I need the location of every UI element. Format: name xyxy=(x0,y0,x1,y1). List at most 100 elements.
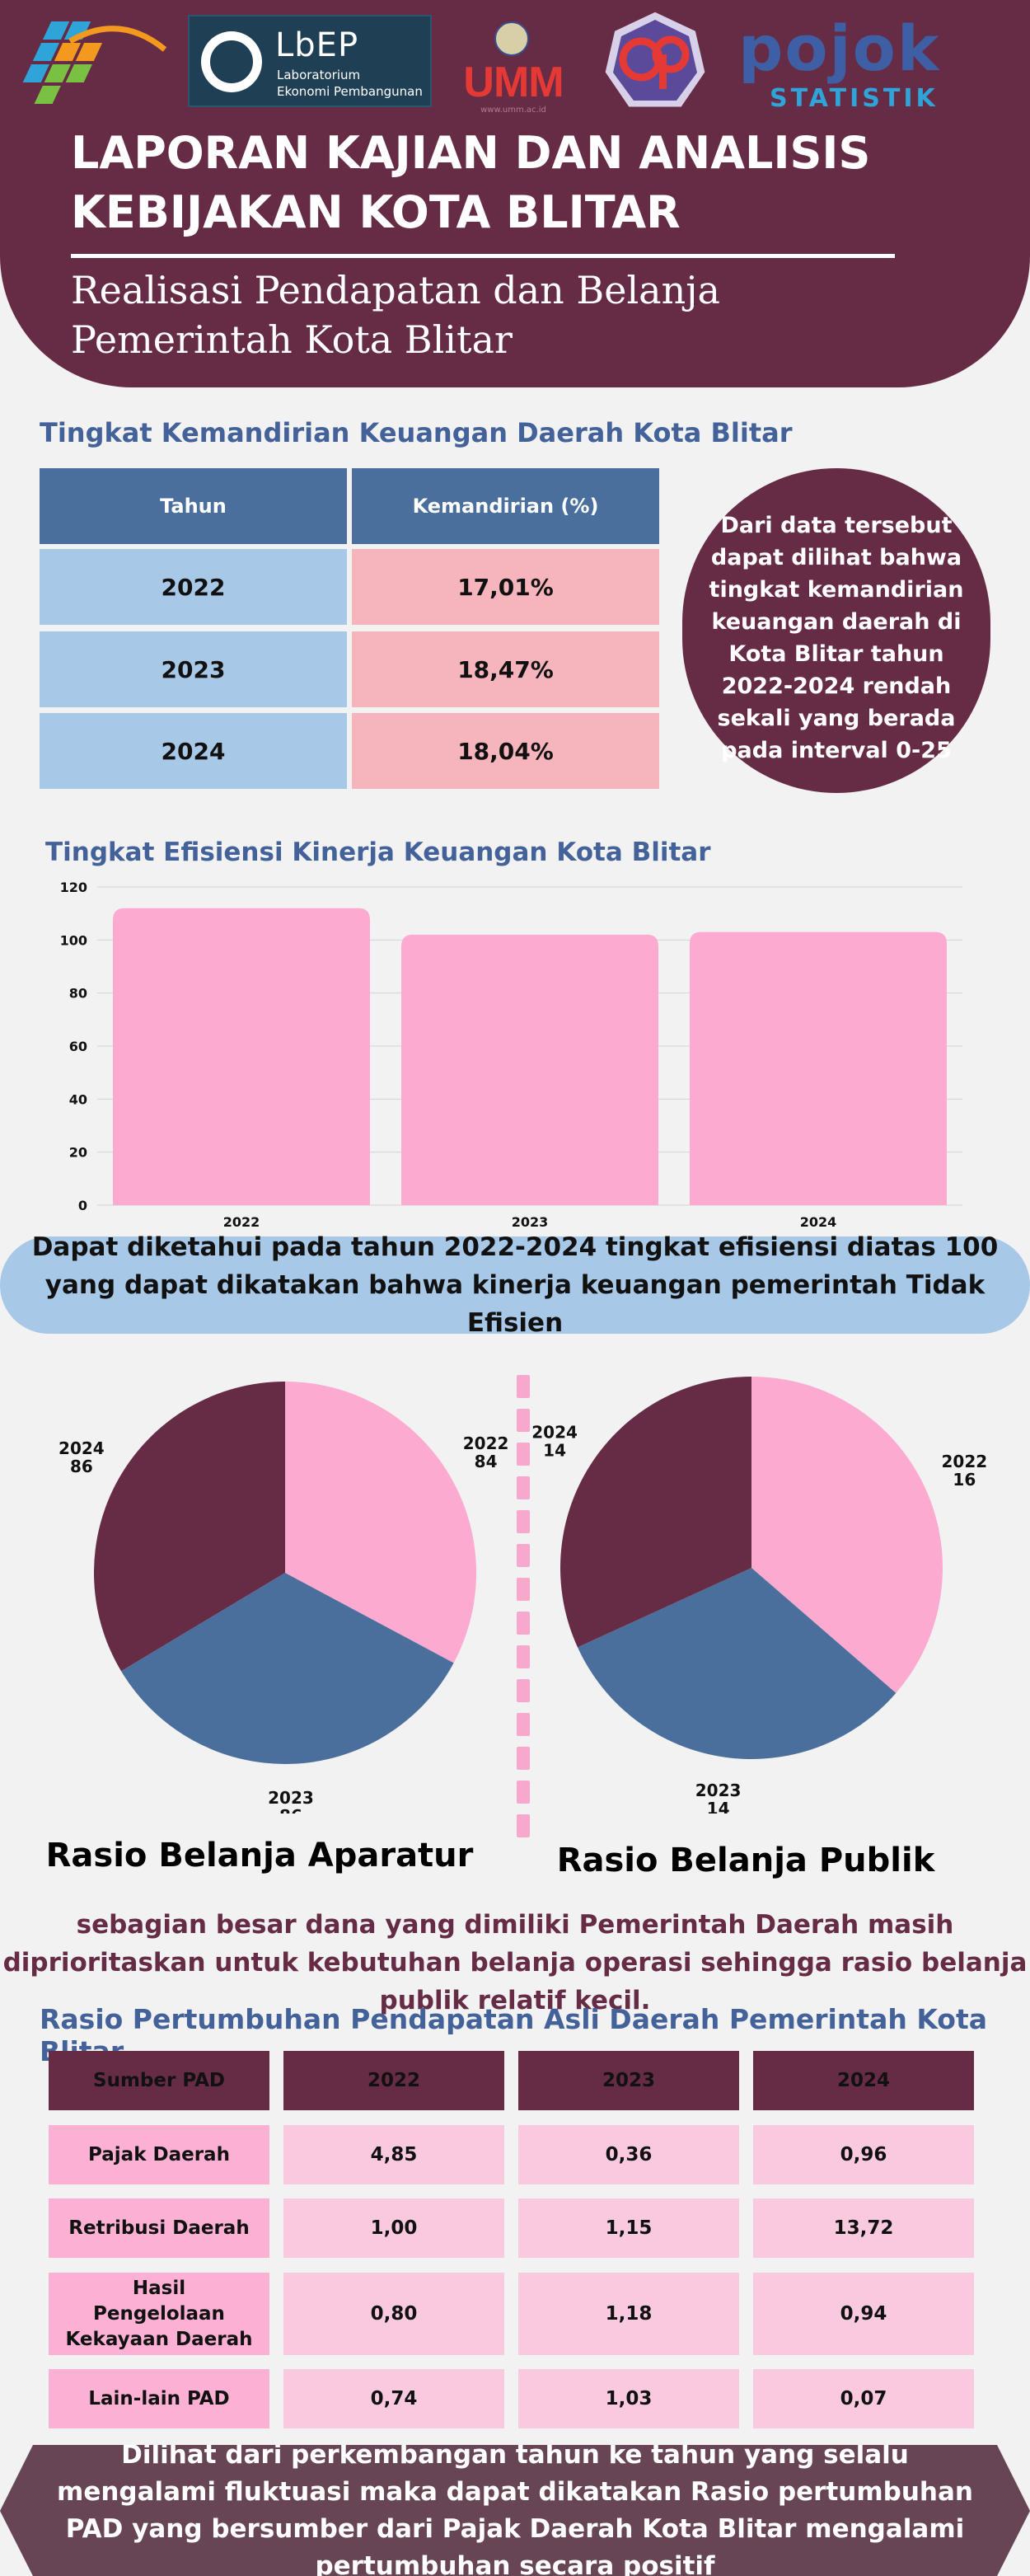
divider-dash xyxy=(517,1375,530,1398)
divider-dash xyxy=(517,1679,530,1702)
bar xyxy=(113,908,370,1205)
pad-value-cell: 0,80 xyxy=(283,2273,504,2355)
belanja-note: sebagian besar dana yang dimiliki Pemeri… xyxy=(2,1910,1028,2015)
pad-header-cell: 2024 xyxy=(753,2051,974,2110)
pad-value-cell: 0,07 xyxy=(753,2369,974,2428)
divider-dash xyxy=(517,1476,530,1499)
pad-value-cell: 1,18 xyxy=(518,2273,739,2355)
pad-source-cell: Lain-lain PAD xyxy=(49,2369,269,2428)
x-tick-label: 2024 xyxy=(800,1214,837,1230)
lab-seal-inner-icon xyxy=(208,38,255,86)
divider-dash xyxy=(517,1443,530,1466)
pad-value-cell: 0,36 xyxy=(518,2125,739,2184)
kemandirian-year-cell: 2022 xyxy=(40,549,347,625)
pie-label: 2022 xyxy=(463,1433,509,1453)
kemandirian-value-cell: 18,47% xyxy=(352,631,659,707)
title-divider xyxy=(71,254,895,258)
divider-dash xyxy=(517,1409,530,1432)
pie-label: 2024 xyxy=(59,1438,105,1458)
divider-dash xyxy=(517,1713,530,1736)
pie-value-label: 16 xyxy=(953,1470,976,1490)
bar xyxy=(401,934,658,1205)
x-tick-label: 2023 xyxy=(512,1214,549,1230)
umm-logo: UMM www.umm.ac.id xyxy=(452,16,575,115)
lab-name-line2: Ekonomi Pembangunan xyxy=(277,84,423,99)
lab-mark: LbEP xyxy=(275,26,359,64)
page-subtitle: Realisasi Pendapatan dan Belanja Pemerin… xyxy=(71,265,977,364)
divider-dash xyxy=(517,1612,530,1635)
pie-slice xyxy=(577,1568,897,1759)
pie-value-label: 84 xyxy=(475,1452,498,1471)
umm-seal-icon xyxy=(494,21,529,56)
y-tick-label: 120 xyxy=(60,880,87,895)
kemandirian-header-kemandirian: Kemandirian (%) xyxy=(352,468,659,544)
umm-url: www.umm.ac.id xyxy=(480,106,546,115)
pie-slice xyxy=(560,1377,751,1648)
y-tick-label: 80 xyxy=(69,986,87,1002)
pad-value-cell: 0,94 xyxy=(753,2273,974,2355)
pad-value-cell: 4,85 xyxy=(283,2125,504,2184)
y-tick-label: 0 xyxy=(78,1198,87,1213)
pie-caption-publik: Rasio Belanja Publik xyxy=(556,1842,935,1879)
pad-value-cell: 1,03 xyxy=(518,2369,739,2428)
kemandirian-header-tahun: Tahun xyxy=(40,468,347,544)
pie-slice xyxy=(94,1382,285,1672)
pie-slice xyxy=(285,1382,476,1663)
efisiensi-chart-title: Tingkat Efisiensi Kinerja Keuangan Kota … xyxy=(45,838,711,867)
footer-note: Dilihat dari perkembangan tahun ke tahun… xyxy=(0,2445,1030,2576)
lab-logo: LbEP Laboratorium Ekonomi Pembangunan xyxy=(188,15,432,107)
pad-header-cell: 2022 xyxy=(283,2051,504,2110)
page-title: LAPORAN KAJIAN DAN ANALISIS KEBIJAKAN KO… xyxy=(71,124,994,242)
pad-value-cell: 13,72 xyxy=(753,2198,974,2258)
page-subtitle-line2: Pemerintah Kota Blitar xyxy=(71,317,513,362)
pad-source-cell: Pajak Daerah xyxy=(49,2125,269,2184)
pie-label: 2023 xyxy=(695,1781,742,1800)
pie-label: 2023 xyxy=(268,1788,314,1808)
pie-slice xyxy=(751,1377,943,1693)
pad-source-cell: Retribusi Daerah xyxy=(49,2198,269,2258)
page-title-line2: KEBIJAKAN KOTA BLITAR xyxy=(71,186,681,238)
page-subtitle-line1: Realisasi Pendapatan dan Belanja xyxy=(71,268,720,312)
pie-chart-aparatur: 202284202386202486 xyxy=(59,1382,509,1814)
pad-source-cell: Hasil Pengelolaan Kekayaan Daerah xyxy=(49,2273,269,2355)
pad-value-cell: 0,96 xyxy=(753,2125,974,2184)
divider-dash xyxy=(517,1747,530,1770)
bar xyxy=(690,931,947,1205)
divider-dash xyxy=(517,1510,530,1533)
lab-name-line1: Laboratorium xyxy=(277,68,361,82)
logo-strip: LbEP Laboratorium Ekonomi Pembangunan UM… xyxy=(0,7,1030,115)
kemandirian-year-cell: 2023 xyxy=(40,631,347,707)
pie-caption-aparatur: Rasio Belanja Aparatur xyxy=(45,1837,474,1875)
pie-value-label: 14 xyxy=(543,1440,566,1460)
divider-dash xyxy=(517,1544,530,1567)
bps-logo xyxy=(22,21,167,104)
ep-logo xyxy=(601,7,709,111)
pad-value-cell: 1,15 xyxy=(518,2198,739,2258)
divider-dash xyxy=(517,1645,530,1668)
y-tick-label: 60 xyxy=(69,1039,87,1054)
pad-header-cell: Sumber PAD xyxy=(49,2051,269,2110)
kemandirian-value-cell: 17,01% xyxy=(352,549,659,625)
pie-slice xyxy=(121,1573,454,1764)
pad-header-cell: 2023 xyxy=(518,2051,739,2110)
divider-dash xyxy=(517,1578,530,1601)
y-tick-label: 40 xyxy=(69,1091,87,1107)
pojok-wordmark: pojok xyxy=(738,12,941,85)
page-title-line1: LAPORAN KAJIAN DAN ANALISIS xyxy=(71,127,871,179)
kemandirian-year-cell: 2024 xyxy=(40,713,347,789)
kemandirian-note: Dari data tersebut dapat dilihat bahwa t… xyxy=(682,468,990,793)
x-tick-label: 2022 xyxy=(223,1214,260,1230)
pie-label: 2024 xyxy=(531,1422,578,1442)
pie-value-label: 86 xyxy=(70,1457,93,1476)
kemandirian-value-cell: 18,04% xyxy=(352,713,659,789)
y-tick-label: 20 xyxy=(69,1145,87,1161)
kemandirian-title: Tingkat Kemandirian Keuangan Daerah Kota… xyxy=(40,417,793,448)
efisiensi-note: Dapat diketahui pada tahun 2022-2024 tin… xyxy=(0,1232,1030,1338)
divider-dash xyxy=(517,1814,530,1837)
pad-value-cell: 0,74 xyxy=(283,2369,504,2428)
efisiensi-bar-chart: 0 20 40 60 80 100 120 2022 2023 2024 xyxy=(60,880,962,1230)
statistik-wordmark: STATISTIK xyxy=(770,84,939,113)
y-tick-label: 100 xyxy=(60,932,87,948)
pie-label: 2022 xyxy=(941,1452,987,1471)
